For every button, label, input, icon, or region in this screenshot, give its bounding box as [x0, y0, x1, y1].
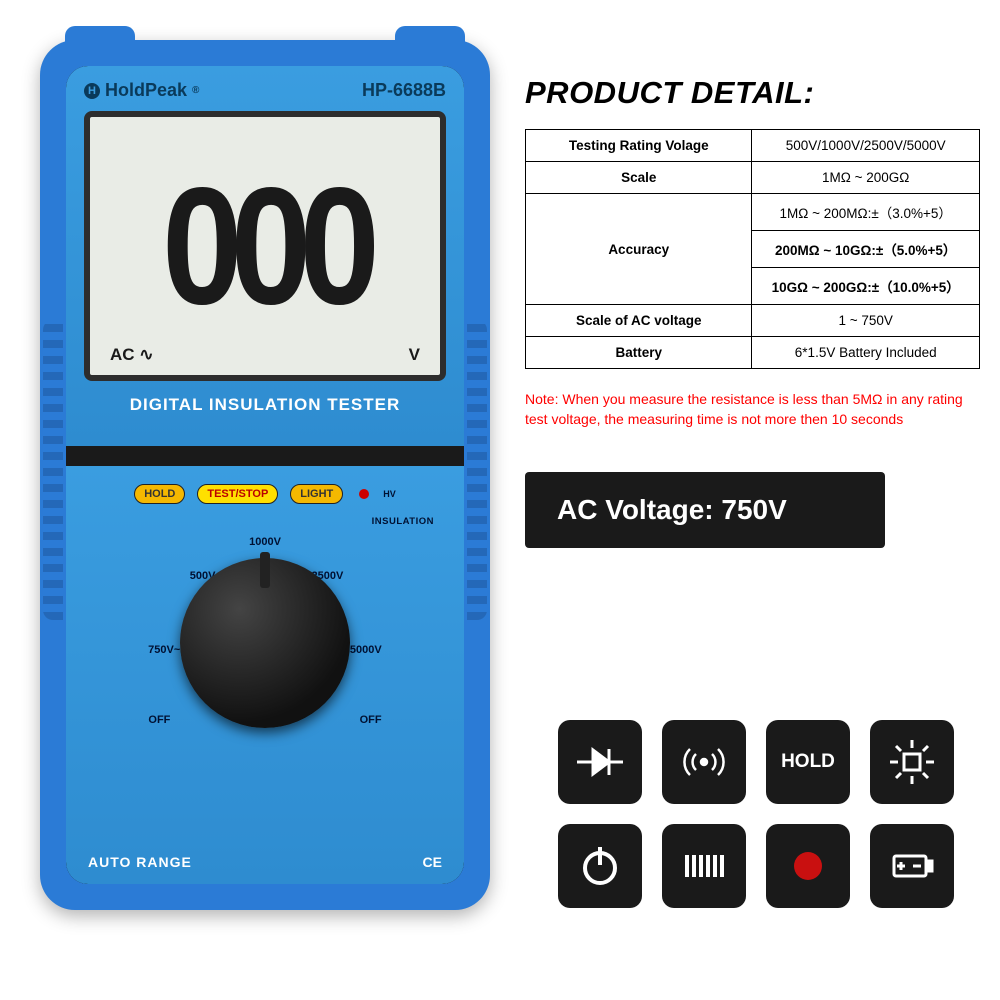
hv-label: HV	[383, 489, 396, 499]
hv-led	[359, 489, 369, 499]
product-detail-title: PRODUCT DETAIL:	[525, 75, 980, 111]
spec-key: Scale of AC voltage	[526, 305, 752, 337]
note-text: Note: When you measure the resistance is…	[525, 389, 980, 430]
lcd-v-label: V	[409, 345, 420, 365]
bargraph-icon	[662, 824, 746, 908]
table-row: Battery6*1.5V Battery Included	[526, 337, 980, 369]
device-photo: HHoldPeak® HP-6688B 000 AC V DIGITAL INS…	[40, 40, 490, 910]
brand-logo: HHoldPeak®	[84, 80, 199, 101]
spec-val: 1MΩ ~ 200MΩ:±（3.0%+5）	[752, 194, 980, 231]
lcd-panel: HHoldPeak® HP-6688B 000 AC V DIGITAL INS…	[66, 66, 464, 446]
control-panel: HOLD TEST/STOP LIGHT HV INSULATION OFF 7…	[66, 466, 464, 884]
brand-text: HoldPeak	[105, 80, 187, 101]
rotary-dial[interactable]	[180, 558, 350, 728]
ac-voltage-banner: AC Voltage: 750V	[525, 472, 885, 548]
spec-table: Testing Rating Volage500V/1000V/2500V/50…	[525, 129, 980, 369]
light-button[interactable]: LIGHT	[290, 484, 343, 504]
spec-val: 10GΩ ~ 200GΩ:±（10.0%+5）	[752, 268, 980, 305]
grip-right	[467, 320, 487, 620]
dial-750v: 750V~	[148, 644, 180, 656]
dial-5000v: 5000V	[350, 644, 382, 656]
hold-button[interactable]: HOLD	[134, 484, 185, 504]
table-row: Scale1MΩ ~ 200GΩ	[526, 162, 980, 194]
spec-key: Battery	[526, 337, 752, 369]
spec-key: Scale	[526, 162, 752, 194]
auto-range-label: AUTO RANGE	[88, 854, 192, 870]
dial-1000v: 1000V	[249, 536, 281, 548]
table-row: Testing Rating Volage500V/1000V/2500V/50…	[526, 130, 980, 162]
hold-icon: HOLD	[766, 720, 850, 804]
spec-key: Accuracy	[526, 194, 752, 305]
device-inner: HHoldPeak® HP-6688B 000 AC V DIGITAL INS…	[66, 66, 464, 884]
dial-off-left: OFF	[148, 714, 170, 726]
lcd-digits: 000	[162, 150, 368, 342]
battery-icon	[870, 824, 954, 908]
spec-val: 6*1.5V Battery Included	[752, 337, 980, 369]
record-icon	[766, 824, 850, 908]
buzzer-icon	[662, 720, 746, 804]
hold-icon-text: HOLD	[781, 751, 835, 773]
power-icon	[558, 824, 642, 908]
table-row: Accuracy1MΩ ~ 200MΩ:±（3.0%+5）	[526, 194, 980, 231]
spec-val: 1 ~ 750V	[752, 305, 980, 337]
ce-mark: CE	[423, 854, 442, 870]
backlight-icon	[870, 720, 954, 804]
diode-icon	[558, 720, 642, 804]
spec-val: 200MΩ ~ 10GΩ:±（5.0%+5）	[752, 231, 980, 268]
lcd-ac-label: AC	[110, 345, 154, 365]
tester-label: DIGITAL INSULATION TESTER	[84, 395, 446, 415]
feature-icons: HOLD	[558, 720, 958, 908]
lcd-screen: 000 AC V	[84, 111, 446, 381]
spec-val: 500V/1000V/2500V/5000V	[752, 130, 980, 162]
table-row: Scale of AC voltage1 ~ 750V	[526, 305, 980, 337]
model-number: HP-6688B	[362, 80, 446, 101]
dial-off-right: OFF	[360, 714, 382, 726]
rotary-dial-area: OFF 750V~ 500V 1000V 2500V 5000V OFF	[145, 523, 385, 763]
grip-left	[43, 320, 63, 620]
spec-val: 1MΩ ~ 200GΩ	[752, 162, 980, 194]
test-stop-button[interactable]: TEST/STOP	[197, 484, 278, 504]
spec-key: Testing Rating Volage	[526, 130, 752, 162]
